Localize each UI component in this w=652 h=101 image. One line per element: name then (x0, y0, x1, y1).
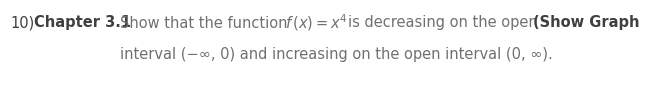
Text: Chapter 3.1: Chapter 3.1 (34, 15, 131, 31)
Text: (Show Graph: (Show Graph (533, 15, 640, 31)
Text: Show that the function: Show that the function (120, 15, 288, 31)
Text: is decreasing on the open: is decreasing on the open (348, 15, 538, 31)
Text: $f\,(x)=x^4$: $f\,(x)=x^4$ (285, 13, 348, 33)
Text: 10): 10) (10, 15, 35, 31)
Text: interval (−∞, 0) and increasing on the open interval (0, ∞).: interval (−∞, 0) and increasing on the o… (120, 47, 553, 63)
